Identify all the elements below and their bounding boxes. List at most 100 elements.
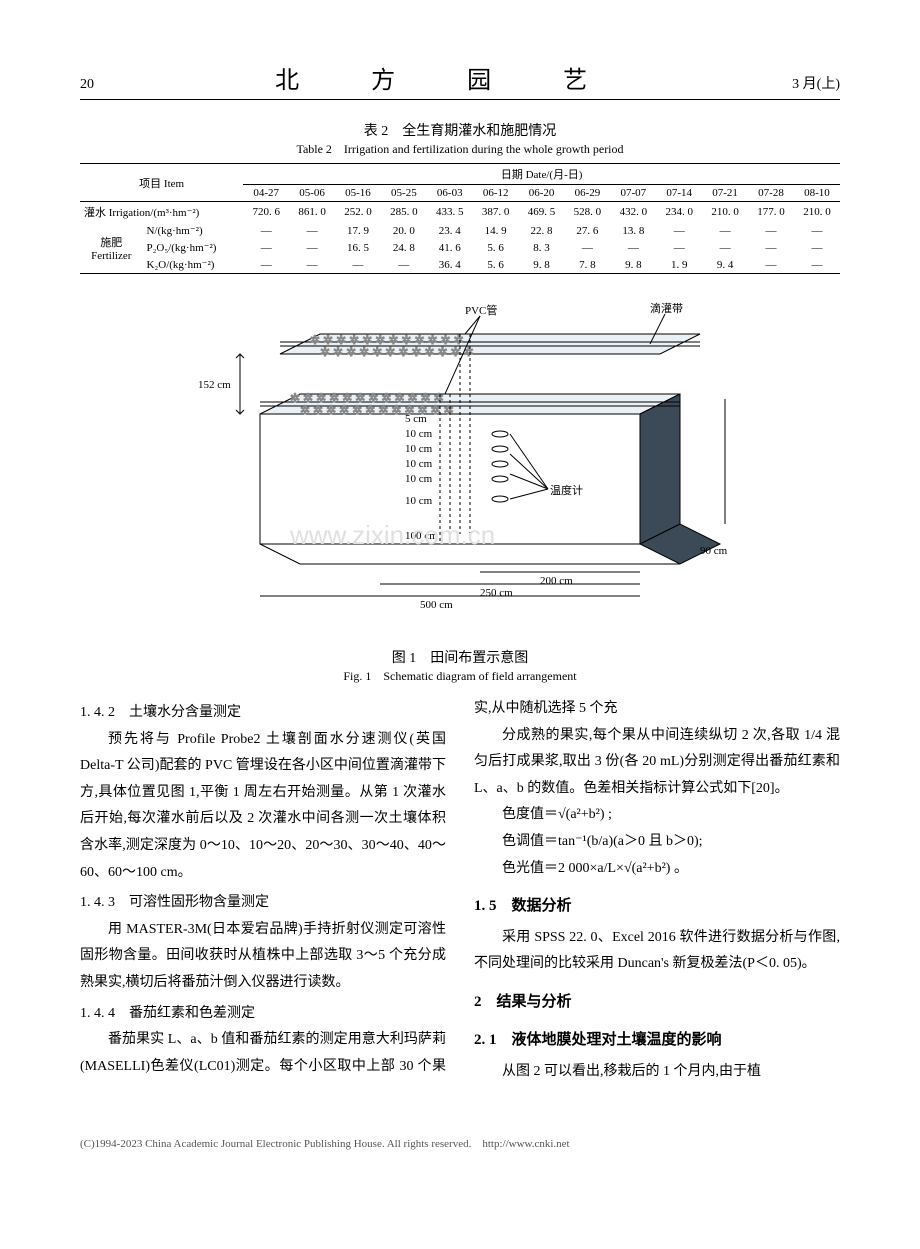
table2-date: 07-14 [656,185,702,202]
therm-label: 温度计 [550,483,583,497]
page-container: 20 北 方 园 艺 3 月(上) 表 2 全生育期灌水和施肥情况 Table … [0,0,920,1125]
table2-caption-cn: 表 2 全生育期灌水和施肥情况 [80,120,840,140]
dim-152cm: 152 cm [198,379,231,391]
dim-90cm: 90 cm [695,435,723,447]
s21-p: 从图 2 可以看出,移栽后的 1 个月内,由于植 [474,1059,840,1086]
cell: 5. 6 [473,256,519,274]
cell: 177. 0 [748,202,794,223]
s144-p2: 分成熟的果实,每个果从中间连续纵切 2 次,各取 1/4 混匀后打成果浆,取出 … [474,723,840,803]
cell: 20. 0 [381,222,427,239]
formula1: 色度值＝√(a²+b²) ; [474,802,840,829]
issue-label: 3 月(上) [792,73,840,93]
dim-10cm: 10 cm [405,458,433,470]
figure1-container: ✲ ✲ ✲ ✲ ✲ ✲ ✲ ✲ ✲ ✲ ✲ ✲ ✲ ✲ ✲ ✲ ✲ ✲ ✲ ✲ … [80,294,840,684]
cell: 13. 8 [610,222,656,239]
table2-date: 07-28 [748,185,794,202]
table2-date: 06-03 [427,185,473,202]
table2: 项目 Item 日期 Date/(月-日) 04-27 05-06 05-16 … [80,163,840,274]
table2-date-header: 日期 Date/(月-日) [243,164,840,185]
cell: 9. 8 [610,256,656,274]
cell: — [748,256,794,274]
table2-date: 06-12 [473,185,519,202]
cell: — [656,222,702,239]
cell: — [794,222,840,239]
row-label: K₂O/(kg·hm⁻²) [142,256,243,274]
table2-date: 07-21 [702,185,748,202]
cell: 9. 4 [702,256,748,274]
table2-date: 06-20 [519,185,565,202]
cell: 5. 6 [473,239,519,256]
cell: — [748,222,794,239]
cell: — [381,256,427,274]
table2-date: 08-10 [794,185,840,202]
table2-caption-en: Table 2 Irrigation and fertilization dur… [80,140,840,157]
cell: 861. 0 [289,202,335,223]
cell: 252. 0 [335,202,381,223]
dim-5cm: 5 cm [405,413,427,425]
table2-date: 05-25 [381,185,427,202]
cell: 210. 0 [702,202,748,223]
figure1-svg: ✲ ✲ ✲ ✲ ✲ ✲ ✲ ✲ ✲ ✲ ✲ ✲ ✲ ✲ ✲ ✲ ✲ ✲ ✲ ✲ … [180,294,740,634]
table2-item-header: 项目 Item [80,164,243,202]
table2-date: 05-16 [335,185,381,202]
cell: — [794,256,840,274]
dim-90cm: 90 cm [700,545,728,557]
journal-title: 北 方 园 艺 [94,60,792,95]
row-label: 灌水 Irrigation/(m³·hm⁻²) [80,202,243,223]
fig1-caption-cn: 图 1 田间布置示意图 [80,647,840,667]
s144-head: 1. 4. 4 番茄红素和色差测定 [80,1001,446,1028]
page-header: 20 北 方 园 艺 3 月(上) [80,60,840,100]
cell: 469. 5 [519,202,565,223]
cell: — [564,239,610,256]
cell: — [335,256,381,274]
s2-head: 2 结果与分析 [474,988,840,1017]
row-label: P₂O₅/(kg·hm⁻²) [142,239,243,256]
pvc-label: PVC管 [465,303,497,317]
cell: 1. 9 [656,256,702,274]
dim-10cm: 10 cm [405,495,433,507]
cell: 528. 0 [564,202,610,223]
cell: 387. 0 [473,202,519,223]
dim-200cm: 200 cm [540,575,573,587]
cell: — [243,256,289,274]
cell: 234. 0 [656,202,702,223]
s143-p: 用 MASTER-3M(日本爱宕品牌)手持折射仪测定可溶性固形物含量。田间收获时… [80,917,446,997]
formula3: 色光值＝2 000×a/L×√(a²+b²) 。 [474,856,840,883]
soil-side [640,394,680,544]
cell: — [610,239,656,256]
cell: — [243,222,289,239]
cell: — [289,239,335,256]
dim-250cm: 250 cm [480,587,513,599]
dim-10cm: 10 cm [405,443,433,455]
fert-group-en: Fertilizer [91,250,131,262]
cell: — [289,222,335,239]
cell: 9. 8 [519,256,565,274]
s15-p: 采用 SPSS 22. 0、Excel 2016 软件进行数据分析与作图,不同处… [474,925,840,978]
table2-date: 04-27 [243,185,289,202]
table-row: 灌水 Irrigation/(m³·hm⁻²) 720. 6 861. 0 25… [80,202,840,223]
s142-p: 预先将与 Profile Probe2 土壤剖面水分速测仪(英国 Delta-T… [80,727,446,887]
page-number: 20 [80,77,94,93]
cell: 24. 8 [381,239,427,256]
plants-icon: ✲ ✲ ✲ ✲ ✲ ✲ ✲ ✲ ✲ ✲ ✲ ✲ ✲ ✲ ✲ ✲ ✲ ✲ ✲ ✲ … [290,333,474,417]
watermark: www.zixin.com.cn [289,520,495,550]
cell: — [243,239,289,256]
fert-group: 施肥 Fertilizer [80,222,142,274]
row-label: N/(kg·hm⁻²) [142,222,243,239]
cell: 17. 9 [335,222,381,239]
cell: 22. 8 [519,222,565,239]
cell: — [748,239,794,256]
dim-10cm: 10 cm [405,473,433,485]
dim-10cm: 10 cm [405,428,433,440]
cell: 7. 8 [564,256,610,274]
dim-500cm: 500 cm [420,599,453,611]
s143-head: 1. 4. 3 可溶性固形物含量测定 [80,890,446,917]
body-text: 1. 4. 2 土壤水分含量测定 预先将与 Profile Probe2 土壤剖… [80,696,840,1085]
cell: 27. 6 [564,222,610,239]
cell: — [289,256,335,274]
s15-head: 1. 5 数据分析 [474,892,840,921]
cell: 36. 4 [427,256,473,274]
svg-text:✲ ✲ ✲ ✲ ✲ ✲ ✲ ✲ ✲ ✲ ✲ ✲: ✲ ✲ ✲ ✲ ✲ ✲ ✲ ✲ ✲ ✲ ✲ ✲ [300,403,454,417]
table-row: P₂O₅/(kg·hm⁻²) — — 16. 5 24. 8 41. 6 5. … [80,239,840,256]
cell: 14. 9 [473,222,519,239]
